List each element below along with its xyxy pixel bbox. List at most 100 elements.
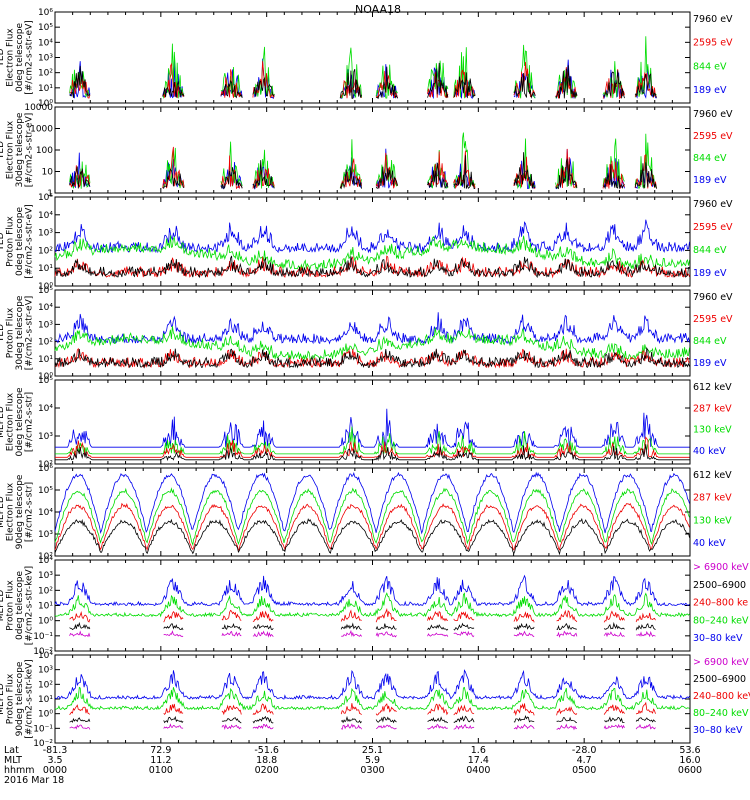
y-tick-label: 10⁶ bbox=[38, 8, 53, 18]
legend-entry: 2500–6900 bbox=[693, 580, 746, 591]
legend-entry: 844 eV bbox=[693, 336, 727, 347]
x-tick-label-lat: 53.6 bbox=[679, 745, 700, 756]
panel-frame bbox=[54, 11, 691, 104]
legend-entry: 189 eV bbox=[693, 175, 727, 186]
y-tick-label: 10¹ bbox=[38, 355, 53, 365]
y-label-line: 90deg telescope bbox=[15, 474, 25, 549]
y-tick-label: 10⁻¹ bbox=[33, 724, 53, 734]
legend-entry: 240–800 keV bbox=[693, 691, 750, 702]
legend-entry: 130 keV bbox=[693, 425, 732, 436]
x-row-label: hhmm bbox=[4, 765, 35, 776]
y-tick-label: 10⁴ bbox=[38, 651, 53, 661]
flux-trace-green bbox=[54, 235, 690, 271]
flux-trace-black bbox=[69, 715, 656, 724]
y-label-line: Proton Flux bbox=[5, 580, 15, 631]
x-tick-label-lat: 25.1 bbox=[362, 745, 383, 756]
y-label-line: Proton Flux bbox=[5, 307, 15, 358]
y-label-line: Proton Flux bbox=[5, 673, 15, 724]
y-label-line: 90deg telescope bbox=[15, 661, 25, 736]
legend-entry: 189 eV bbox=[693, 358, 727, 369]
y-label-line: TED bbox=[0, 232, 6, 251]
y-label-line: [#/cm2-s-str-keV] bbox=[24, 566, 34, 645]
y-label-line: 0deg telescope bbox=[15, 207, 25, 277]
x-tick-label-lat: -51.6 bbox=[254, 745, 279, 756]
panel-1: 10⁰ 10¹ 10² 10³ 10⁴ 10⁵ 10⁶ TED Electron Flux 0de… bbox=[0, 8, 733, 109]
y-label-line: 0deg telescope bbox=[15, 571, 25, 641]
x-tick-label-mlt: 11.2 bbox=[150, 755, 171, 766]
legend-entry: 612 keV bbox=[693, 470, 732, 481]
legend-entry: 844 eV bbox=[693, 153, 727, 164]
y-label-line: TED bbox=[0, 48, 6, 67]
y-axis-label: TED Electron Flux 0deg telescope [#/cm2-s-s… bbox=[0, 20, 34, 95]
legend-entry: > 6900 keV bbox=[693, 562, 749, 573]
legend-entry: 2595 eV bbox=[693, 222, 733, 233]
y-tick-label: 10⁴ bbox=[38, 303, 53, 313]
y-label-line: MEPED bbox=[0, 590, 6, 622]
y-label-line: [#/cm2-s-str-eV] bbox=[24, 296, 34, 371]
y-tick-label: 10² bbox=[38, 586, 53, 596]
y-label-line: [#/cm2-s-str] bbox=[24, 392, 34, 452]
legend-entry: 40 keV bbox=[693, 538, 726, 549]
y-axis-label: MEPED Electron Flux 0deg telescope [#/cm2-s… bbox=[0, 387, 34, 457]
x-row-label: Lat bbox=[4, 745, 19, 756]
x-tick-label-hhmm: 0400 bbox=[466, 765, 490, 776]
legend-entry: 2595 eV bbox=[693, 131, 733, 142]
legend-entry: 189 eV bbox=[693, 268, 727, 279]
x-row-label: 2016 Mar 18 bbox=[4, 775, 64, 786]
y-axis-label: TED Proton Flux 30deg telescope [#/cm2-s-st… bbox=[0, 295, 34, 370]
y-tick-label: 10⁻² bbox=[33, 647, 53, 657]
x-tick-label-hhmm: 0200 bbox=[255, 765, 279, 776]
x-tick-label-mlt: 3.5 bbox=[47, 755, 62, 766]
y-tick-label: 10⁴ bbox=[38, 508, 53, 518]
legend-entry: 2595 eV bbox=[693, 38, 733, 49]
y-tick-label: 10⁰ bbox=[38, 99, 53, 109]
y-tick-label: 10⁴ bbox=[38, 556, 53, 566]
y-label-line: 0deg telescope bbox=[15, 23, 25, 93]
y-tick-label: 10² bbox=[38, 460, 53, 470]
y-label-line: TED bbox=[0, 141, 6, 160]
y-tick-label: 10⁵ bbox=[38, 376, 53, 386]
legend-entry: 30–80 keV bbox=[693, 633, 743, 644]
y-tick-label: 10⁰ bbox=[38, 710, 53, 720]
panel-7: 10⁻² 10⁻¹ 10⁰ 10¹ 10² 10³ 10⁴ MEPED Proton Flux 0… bbox=[0, 556, 749, 657]
flux-trace-green bbox=[54, 487, 690, 547]
y-tick-label: 10⁵ bbox=[38, 286, 53, 296]
y-tick-label: 10³ bbox=[38, 54, 53, 64]
legend-entry: 2595 eV bbox=[693, 314, 733, 325]
flux-trace-red bbox=[55, 436, 690, 459]
y-tick-label: 10² bbox=[38, 69, 53, 79]
x-tick-label-mlt: 18.8 bbox=[256, 755, 277, 766]
y-tick-label: 10⁵ bbox=[38, 193, 53, 203]
y-tick-label: 1 bbox=[47, 189, 53, 199]
panel-frame bbox=[54, 106, 691, 194]
y-tick-label: 10³ bbox=[38, 432, 53, 442]
legend-entry: 7960 eV bbox=[693, 292, 733, 303]
flux-trace-red bbox=[54, 347, 690, 369]
y-tick-label: 10³ bbox=[38, 229, 53, 239]
legend-entry: 844 eV bbox=[693, 61, 727, 72]
y-tick-label: 10⁰ bbox=[38, 372, 53, 382]
y-tick-label: 10⁶ bbox=[38, 464, 53, 474]
y-label-line: [#/cm2-s-str-eV] bbox=[24, 113, 34, 188]
y-tick-label: 10² bbox=[38, 680, 53, 690]
legend-entry: 189 eV bbox=[693, 85, 727, 96]
legend-entry: 7960 eV bbox=[693, 199, 733, 210]
y-tick-label: 10⁰ bbox=[38, 617, 53, 627]
legend-entry: 240–800 ke bbox=[693, 598, 748, 609]
y-tick-label: 10¹ bbox=[38, 695, 53, 705]
y-axis-label: TED Proton Flux 0deg telescope [#/cm2-s-str… bbox=[0, 204, 34, 279]
y-label-line: MEPED bbox=[0, 496, 6, 528]
y-tick-label: 100 bbox=[36, 146, 53, 156]
legend-entry: 287 keV bbox=[693, 493, 732, 504]
flux-trace-blue bbox=[54, 471, 690, 535]
x-tick-label-lat: -28.0 bbox=[572, 745, 597, 756]
x-tick-label-lat: 72.9 bbox=[150, 745, 171, 756]
y-label-line: [#/cm2-s-str] bbox=[24, 482, 34, 542]
panel-8: 10⁻² 10⁻¹ 10⁰ 10¹ 10² 10³ 10⁴ MEPED Proton Flux 9… bbox=[0, 651, 750, 749]
panel-frame bbox=[54, 467, 691, 557]
flux-trace-red bbox=[69, 607, 656, 623]
legend-entry: > 6900 keV bbox=[693, 657, 749, 668]
y-tick-label: 10³ bbox=[38, 320, 53, 330]
flux-trace-blue bbox=[54, 312, 690, 345]
